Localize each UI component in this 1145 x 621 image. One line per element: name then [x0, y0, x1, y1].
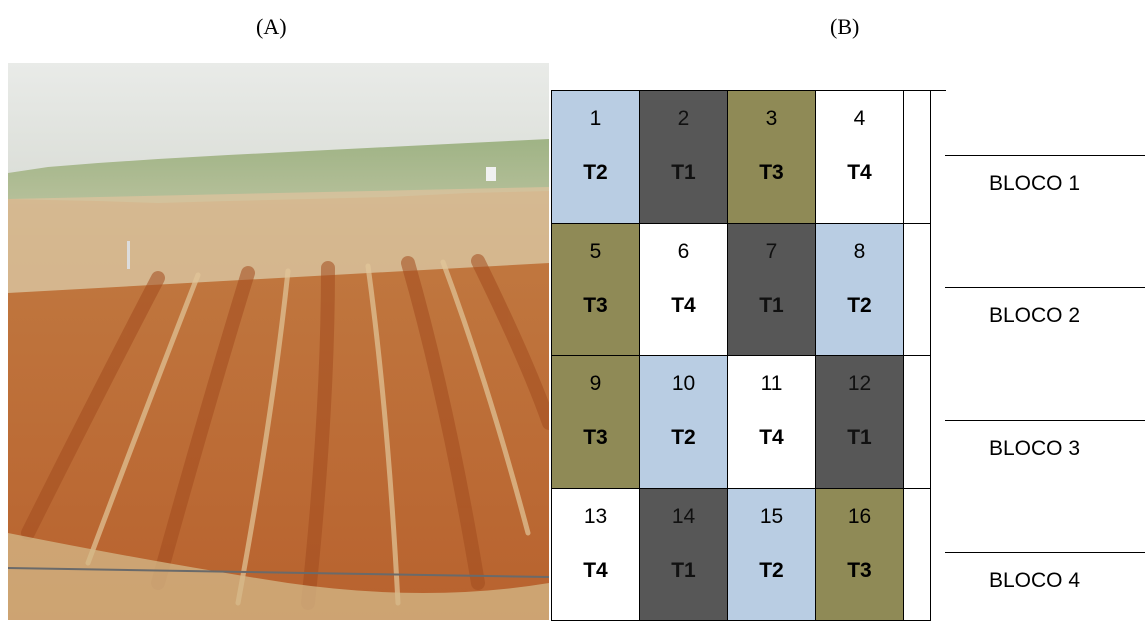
plot-number: 2 [640, 107, 727, 131]
plot-number: 8 [816, 240, 903, 264]
treatment-label: T3 [816, 559, 903, 583]
block-divider [945, 420, 1145, 421]
plot-cell-1: 1 T2 [552, 91, 640, 224]
plot-number: 7 [728, 240, 815, 264]
plot-row-spacer [904, 489, 931, 621]
field-photo [8, 63, 549, 620]
plot-cell-8: 8 T2 [816, 224, 904, 357]
treatment-label: T3 [552, 426, 639, 450]
plot-number: 4 [816, 107, 903, 131]
block-label-3: BLOCO 3 [989, 437, 1080, 461]
plot-number: 14 [640, 505, 727, 529]
treatment-label: T3 [728, 161, 815, 185]
plot-cell-14: 14 T1 [640, 489, 728, 621]
treatment-label: T1 [640, 161, 727, 185]
plot-cell-2: 2 T1 [640, 91, 728, 224]
block-label-4: BLOCO 4 [989, 569, 1080, 593]
treatment-label: T1 [816, 426, 903, 450]
treatment-label: T3 [552, 294, 639, 318]
treatment-label: T4 [552, 559, 639, 583]
panel-label-b: (B) [830, 14, 859, 40]
treatment-label: T2 [552, 161, 639, 185]
plot-cell-10: 10 T2 [640, 356, 728, 489]
treatment-label: T4 [816, 161, 903, 185]
plot-cell-15: 15 T2 [728, 489, 816, 621]
plot-cell-6: 6 T4 [640, 224, 728, 357]
plot-number: 11 [728, 372, 815, 396]
plot-number: 10 [640, 372, 727, 396]
plot-number: 12 [816, 372, 903, 396]
treatment-label: T4 [728, 426, 815, 450]
plot-number: 16 [816, 505, 903, 529]
plot-number: 5 [552, 240, 639, 264]
treatment-label: T2 [816, 294, 903, 318]
plot-row-spacer [904, 91, 931, 224]
treatment-label: T2 [728, 559, 815, 583]
treatment-label: T1 [728, 294, 815, 318]
plot-cell-3: 3 T3 [728, 91, 816, 224]
plot-number: 13 [552, 505, 639, 529]
plot-number: 9 [552, 372, 639, 396]
plot-row-spacer [904, 356, 931, 489]
block-divider [945, 552, 1145, 553]
block-divider [945, 155, 1145, 156]
block-divider [945, 287, 1145, 288]
plot-cell-5: 5 T3 [552, 224, 640, 357]
block-label-1: BLOCO 1 [989, 172, 1080, 196]
plot-number: 6 [640, 240, 727, 264]
block-label-2: BLOCO 2 [989, 304, 1080, 328]
treatment-label: T1 [640, 559, 727, 583]
plot-cell-9: 9 T3 [552, 356, 640, 489]
panel-label-a: (A) [256, 14, 287, 40]
treatment-label: T2 [640, 426, 727, 450]
plot-number: 1 [552, 107, 639, 131]
plot-cell-12: 12 T1 [816, 356, 904, 489]
plot-cell-13: 13 T4 [552, 489, 640, 621]
treatment-label: T4 [640, 294, 727, 318]
plot-number: 3 [728, 107, 815, 131]
plot-cell-16: 16 T3 [816, 489, 904, 621]
plot-row-spacer [904, 224, 931, 357]
plot-number: 15 [728, 505, 815, 529]
plot-cell-11: 11 T4 [728, 356, 816, 489]
plot-cell-4: 4 T4 [816, 91, 904, 224]
plot-cell-7: 7 T1 [728, 224, 816, 357]
